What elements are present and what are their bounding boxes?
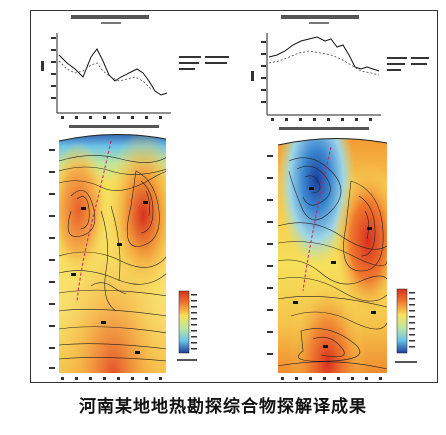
right-profile-title-mark <box>281 15 359 19</box>
right-section-deep-anomaly <box>278 138 387 373</box>
left-colorbar <box>177 290 197 361</box>
left-profile-y-ticks <box>41 37 56 99</box>
left-profile-curve <box>58 48 168 96</box>
left-profile-axes <box>56 33 171 114</box>
right-colorbar-ticks <box>409 292 415 348</box>
left-profile-subtitle-mark <box>101 22 121 24</box>
right-colorbar-ramp <box>396 288 408 354</box>
left-section-hot-deep <box>59 134 166 373</box>
right-section-contours <box>278 157 387 370</box>
left-section <box>49 133 197 380</box>
left-fault-line <box>76 140 112 302</box>
right-profile-curve <box>268 36 380 72</box>
right-section-topo <box>277 137 388 146</box>
right-profile-subtitle-mark <box>309 22 329 24</box>
left-section-topo <box>58 133 167 142</box>
left-profile-title-mark <box>71 15 149 19</box>
figure-svg <box>41 15 429 380</box>
figure-caption: 河南某地地热勘探综合物探解译成果 <box>79 397 367 417</box>
left-profile-legend <box>179 56 229 70</box>
left-profile-curve-2 <box>58 60 152 90</box>
left-colorbar-ticks <box>191 294 197 350</box>
right-profile-x-ticks <box>271 118 372 121</box>
left-section-depth-ticks <box>49 149 55 369</box>
right-fault-line <box>302 146 332 292</box>
left-section-x-ticks <box>61 377 162 380</box>
left-profile-panel <box>41 15 229 128</box>
left-section-contours <box>59 155 166 362</box>
right-profile-curve-2 <box>268 50 380 76</box>
right-colorbar <box>395 288 417 363</box>
right-section-x-ticks <box>281 377 382 380</box>
right-section <box>267 137 417 380</box>
left-colorbar-unit-mark <box>177 359 197 361</box>
right-colorbar-unit-mark <box>395 361 417 363</box>
right-profile-legend <box>387 57 429 71</box>
left-contour-labels <box>71 201 148 354</box>
right-profile-panel <box>251 15 429 130</box>
left-colorbar-ramp <box>178 290 190 354</box>
left-profile-x-ticks <box>61 116 162 119</box>
right-contour-labels <box>293 187 376 348</box>
left-profile-xlabel-mark <box>69 125 159 128</box>
right-section-depth-ticks <box>267 155 273 355</box>
right-profile-axes <box>266 33 381 116</box>
right-profile-y-ticks <box>251 41 266 103</box>
right-profile-xlabel-mark <box>279 127 369 130</box>
figure-frame <box>30 10 438 383</box>
